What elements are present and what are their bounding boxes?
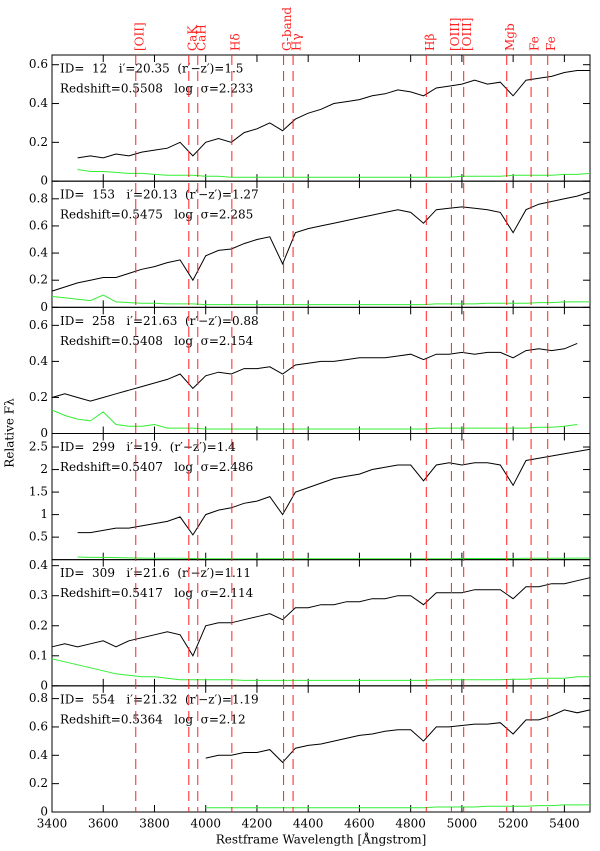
- feature-label: [OIII]: [448, 18, 462, 51]
- spectrum-line: [51, 409, 578, 430]
- annotation: ID= 309 i′=21.6 (r′−z′)=1.11: [60, 566, 251, 580]
- y-tick-label: 0.2: [29, 618, 48, 632]
- x-tick-label: 4200: [242, 817, 273, 831]
- x-tick-label: 4400: [293, 817, 324, 831]
- y-tick-label: 0.6: [29, 57, 48, 71]
- x-tick-label: 3600: [88, 817, 119, 831]
- feature-label: Mgb: [503, 23, 517, 51]
- x-axis-label: Restframe Wavelength [Ångstrom]: [216, 832, 427, 847]
- y-tick-label: 0.4: [29, 246, 48, 260]
- y-tick-label: 0.5: [29, 530, 48, 544]
- y-tick-label: 0.8: [29, 691, 48, 705]
- annotation: ID= 12 i′=20.35 (r′−z′)=1.5: [60, 62, 243, 76]
- feature-label: Hβ: [423, 34, 437, 51]
- x-tick-label: 5000: [447, 817, 478, 831]
- annotation: Redshift=0.5407 log σ=2.486: [60, 460, 253, 474]
- spectrum-line: [77, 169, 591, 178]
- x-tick-label: 4000: [190, 817, 221, 831]
- y-tick-label: 0.2: [29, 776, 48, 790]
- feature-label: Hδ: [228, 33, 242, 51]
- spectrum-line: [51, 342, 578, 402]
- y-tick-label: 0: [40, 426, 48, 440]
- annotation: Redshift=0.5508 log σ=2.233: [60, 82, 253, 96]
- feature-label: Fe: [528, 36, 542, 51]
- y-tick-label: 0: [40, 805, 48, 819]
- annotation: Redshift=0.5364 log σ=2.12: [60, 712, 246, 726]
- feature-label: Hγ: [290, 33, 304, 51]
- annotation: ID= 258 i′=21.63 (r′−z′)=0.88: [60, 314, 259, 328]
- annotation: ID= 299 i′=19. (r′−z′)=1.4: [60, 440, 236, 454]
- y-tick-label: 0.4: [29, 354, 48, 368]
- spectrum-line: [205, 804, 590, 809]
- feature-label: CaH: [194, 24, 208, 51]
- y-tick-label: 0: [40, 174, 48, 188]
- annotation: Redshift=0.5408 log σ=2.154: [60, 334, 254, 348]
- y-tick-label: 0.2: [29, 273, 48, 287]
- y-tick-label: 0.2: [29, 135, 48, 149]
- y-tick-label: 0.6: [29, 719, 48, 733]
- spectrum-line: [51, 577, 591, 657]
- spectrum-line: [51, 191, 591, 292]
- y-tick-label: 0: [40, 678, 48, 692]
- feature-label: [OIII]: [460, 18, 474, 51]
- x-tick-label: 3400: [37, 817, 68, 831]
- y-tick-label: 2: [40, 462, 48, 476]
- x-tick-label: 5200: [498, 817, 529, 831]
- feature-label: G-band: [280, 7, 294, 51]
- y-tick-label: 1.5: [29, 485, 48, 499]
- y-tick-label: 0.6: [29, 318, 48, 332]
- x-tick-label: 3800: [139, 817, 170, 831]
- annotation: ID= 153 i′=20.13 (r′−z′)=1.27: [60, 188, 259, 202]
- y-tick-label: 0.4: [29, 558, 48, 572]
- spectrum-line: [77, 70, 590, 159]
- y-tick-label: 0.4: [29, 96, 48, 110]
- x-tick-label: 4800: [395, 817, 426, 831]
- spectrum-line: [205, 709, 591, 764]
- x-tick-label: 5400: [549, 817, 580, 831]
- annotation: ID= 554 i′=21.32 (r′−z′)=1.19: [60, 692, 259, 706]
- annotation: Redshift=0.5417 log σ=2.114: [60, 586, 254, 600]
- y-tick-label: 0.6: [29, 218, 48, 232]
- panel-frame: [51, 685, 591, 813]
- spectrum-line: [51, 294, 590, 306]
- spectrum-line: [77, 556, 590, 560]
- feature-label: [OII]: [132, 22, 146, 51]
- y-axis-label: Relative Fλ: [3, 398, 17, 468]
- y-tick-label: 0.4: [29, 748, 48, 762]
- y-tick-label: 0.2: [29, 390, 48, 404]
- feature-label: Fe: [544, 36, 558, 51]
- spectrum-line: [77, 448, 591, 536]
- feature-label: CaK: [185, 25, 199, 51]
- y-tick-label: 0.1: [29, 648, 48, 662]
- annotation: Redshift=0.5475 log σ=2.285: [60, 208, 253, 222]
- y-tick-label: 1: [40, 507, 48, 521]
- spectrum-line: [51, 658, 590, 681]
- y-tick-label: 0: [40, 300, 48, 314]
- y-tick-label: 0.3: [29, 588, 48, 602]
- y-tick-label: 0.8: [29, 191, 48, 205]
- y-tick-label: 2.5: [29, 440, 48, 454]
- x-tick-label: 4600: [344, 817, 375, 831]
